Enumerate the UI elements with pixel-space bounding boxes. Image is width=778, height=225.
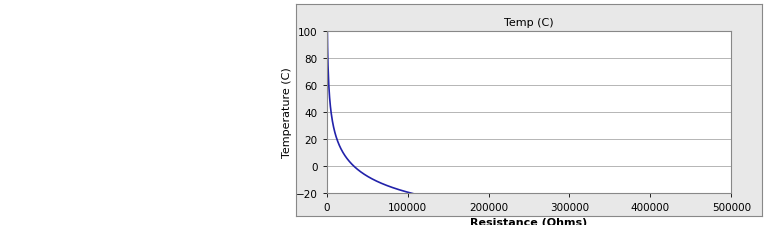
Title: Temp (C): Temp (C) bbox=[504, 18, 554, 28]
Y-axis label: Temperature (C): Temperature (C) bbox=[282, 67, 292, 158]
X-axis label: Resistance (Ohms): Resistance (Ohms) bbox=[471, 217, 587, 225]
